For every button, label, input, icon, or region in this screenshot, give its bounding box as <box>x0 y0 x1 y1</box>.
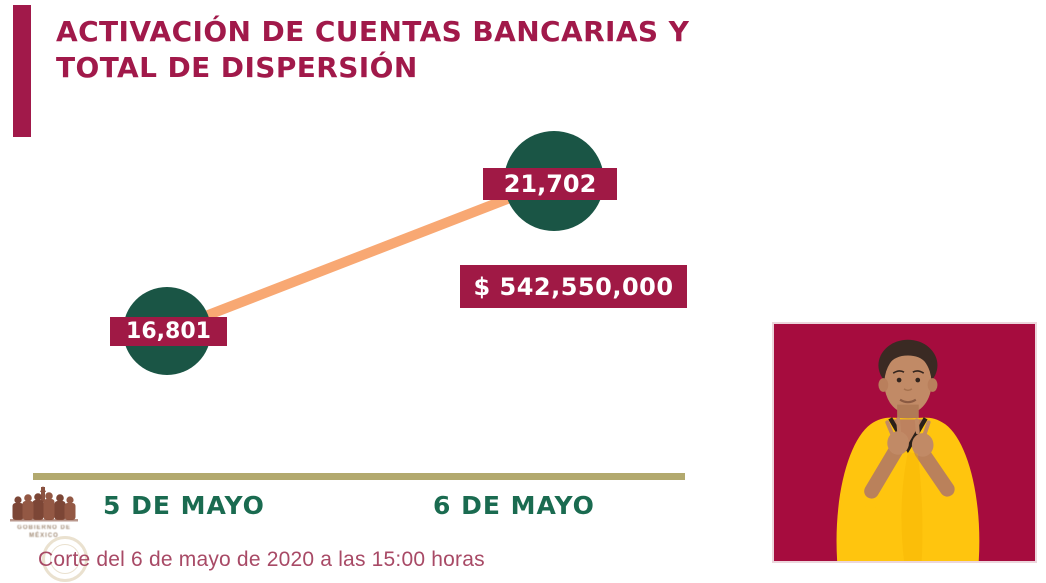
gobierno-de-mexico-logo: GOBIERNO DE MÉXICO <box>8 486 80 546</box>
data-cutoff-note: Corte del 6 de mayo de 2020 a las 15:00 … <box>38 548 485 571</box>
page-title: ACTIVACIÓN DE CUENTAS BANCARIAS Y TOTAL … <box>56 14 689 86</box>
logo-figures-icon <box>10 486 78 522</box>
page-title-line2: TOTAL DE DISPERSIÓN <box>56 51 418 84</box>
data-label-6-mayo: 21,702 <box>483 168 617 200</box>
page-title-line1: ACTIVACIÓN DE CUENTAS BANCARIAS Y <box>56 15 690 48</box>
logo-text: GOBIERNO DE MÉXICO <box>17 525 71 539</box>
eagle-seal-watermark-icon <box>42 536 88 582</box>
sign-language-interpreter-video <box>772 322 1037 563</box>
title-accent-bar <box>13 5 31 137</box>
data-label-5-mayo: 16,801 <box>110 317 227 346</box>
total-dispersion-amount: $ 542,550,000 <box>460 265 687 308</box>
x-axis-bar <box>33 473 685 480</box>
x-axis-label-5-mayo: 5 DE MAYO <box>103 491 265 520</box>
x-axis-label-6-mayo: 6 DE MAYO <box>433 491 595 520</box>
interpreter-illustration <box>774 324 1035 561</box>
